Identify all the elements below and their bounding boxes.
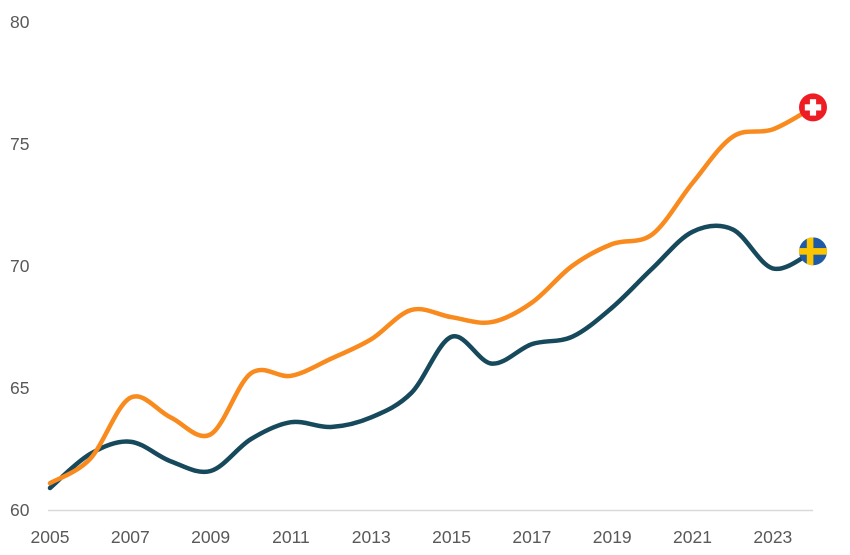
x-tick-label-2013: 2013 — [352, 527, 391, 547]
y-tick-label-70: 70 — [10, 256, 30, 276]
sweden-line — [47, 223, 816, 491]
switzerland-line — [47, 105, 816, 486]
x-tick-label-2007: 2007 — [111, 527, 150, 547]
y-tick-label-75: 75 — [10, 134, 29, 154]
x-tick-label-2017: 2017 — [512, 527, 551, 547]
x-tick-label-2021: 2021 — [673, 527, 712, 547]
swiss-flag-icon — [799, 93, 827, 122]
swedish-flag-icon — [799, 237, 827, 266]
y-tick-label-60: 60 — [10, 500, 30, 520]
x-tick-label-2009: 2009 — [191, 527, 230, 547]
x-tick-label-2005: 2005 — [31, 527, 70, 547]
y-tick-label-65: 65 — [10, 378, 29, 398]
x-tick-label-2023: 2023 — [753, 527, 792, 547]
x-tick-label-2011: 2011 — [272, 527, 310, 547]
x-tick-label-2015: 2015 — [432, 527, 471, 547]
x-tick-label-2019: 2019 — [593, 527, 632, 547]
y-tick-label-80: 80 — [10, 12, 30, 32]
